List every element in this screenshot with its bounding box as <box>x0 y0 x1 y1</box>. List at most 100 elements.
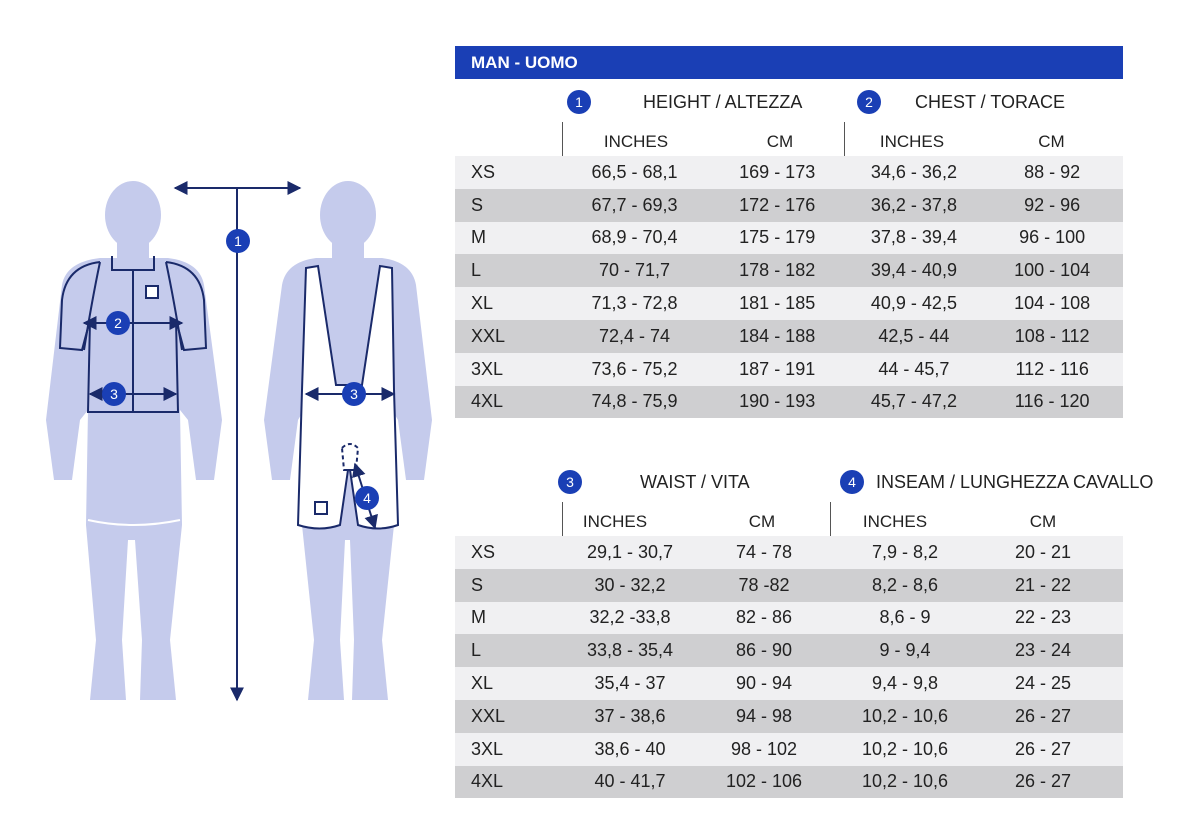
chest-inches-header: INCHES <box>879 132 945 151</box>
chest-title: CHEST / TORACE <box>915 91 1066 112</box>
size-cell: XS <box>471 541 496 562</box>
group-b-cm-cell: 100 - 104 <box>1014 260 1091 281</box>
group-a-cm-cell: 82 - 86 <box>735 607 793 628</box>
marker-2: 2 <box>106 311 130 335</box>
group-b-inches-cell: 39,4 - 40,9 <box>870 260 957 281</box>
group-a-cm-cell: 190 - 193 <box>739 391 816 412</box>
group-b-inches-cell: 34,6 - 36,2 <box>870 161 957 182</box>
waist-title: WAIST / VITA <box>640 471 750 492</box>
group-b-cm-cell: 96 - 100 <box>1019 227 1086 248</box>
group-a-inches-cell: 33,8 - 35,4 <box>586 640 674 661</box>
height-header: 1 HEIGHT / ALTEZZA <box>567 84 802 120</box>
table-row: M 68,9 - 70,4 175 - 179 37,8 - 39,4 96 - 100 <box>455 221 1123 255</box>
group-b-cm-cell: 21 - 22 <box>1014 574 1072 595</box>
group-b-cm-cell: 26 - 27 <box>1014 705 1072 726</box>
group-b-cm-cell: 88 - 92 <box>1024 161 1081 182</box>
group-b-inches-cell: 7,9 - 8,2 <box>871 541 939 562</box>
group-a-cm-cell: 90 - 94 <box>735 673 793 694</box>
size-cell: 4XL <box>471 771 504 792</box>
marker-1: 1 <box>226 229 250 253</box>
group-b-cm-cell: 104 - 108 <box>1014 293 1091 314</box>
group-b-inches-cell: 45,7 - 47,2 <box>870 391 957 412</box>
group-a-inches-cell: 40 - 41,7 <box>594 771 666 792</box>
group-a-cm-cell: 74 - 78 <box>735 541 793 562</box>
group-a-inches-cell: 35,4 - 37 <box>594 673 666 694</box>
inseam-badge-icon: 4 <box>840 470 864 494</box>
group-a-cm-cell: 86 - 90 <box>735 640 793 661</box>
waist-inches-header: INCHES <box>582 512 648 531</box>
table-row: XXL 72,4 - 74 184 - 188 42,5 - 44 108 - 112 <box>455 319 1123 353</box>
table-row: 4XL 40 - 41,7 102 - 106 10,2 - 10,6 26 - 27 <box>455 765 1123 799</box>
group-b-inches-cell: 37,8 - 39,4 <box>870 227 957 248</box>
size-cell: L <box>471 260 482 281</box>
group-b-inches-cell: 36,2 - 37,8 <box>870 194 957 215</box>
chest-header: 2 CHEST / TORACE <box>857 84 1065 120</box>
marker-3-back-label: 3 <box>350 386 358 402</box>
size-cell: XL <box>471 673 494 694</box>
group-a-inches-cell: 72,4 - 74 <box>598 325 671 346</box>
size-cell: XL <box>471 293 494 314</box>
waist-inseam-table: 3 WAIST / VITA 4 INSEAM / LUNGHEZZA CAVA… <box>455 464 1153 804</box>
group-a-cm-cell: 187 - 191 <box>739 358 816 379</box>
marker-1-label: 1 <box>234 233 242 249</box>
group-a-cm-cell: 78 -82 <box>738 574 790 595</box>
size-cell: XXL <box>471 325 506 346</box>
height-title: HEIGHT / ALTEZZA <box>643 91 803 112</box>
table-row: 3XL 73,6 - 75,2 187 - 191 44 - 45,7 112 - 11… <box>455 352 1123 386</box>
group-b-cm-cell: 22 - 23 <box>1014 607 1072 628</box>
group-a-inches-cell: 37 - 38,6 <box>594 705 666 726</box>
group-a-cm-cell: 184 - 188 <box>739 325 816 346</box>
group-a-inches-cell: 32,2 -33,8 <box>589 607 671 628</box>
size-cell: L <box>471 640 482 661</box>
table-row: XL 35,4 - 37 90 - 94 9,4 - 9,8 24 - 25 <box>455 667 1123 700</box>
marker-4-label: 4 <box>363 490 371 506</box>
group-a-inches-cell: 67,7 - 69,3 <box>591 194 678 215</box>
front-jersey-outline <box>58 256 208 413</box>
size-cell: XXL <box>471 705 506 726</box>
group-b-cm-cell: 26 - 27 <box>1014 738 1072 759</box>
size-cell: XS <box>471 161 496 182</box>
group-a-inches-cell: 70 - 71,7 <box>598 260 671 281</box>
marker-4: 4 <box>355 486 379 510</box>
waist-badge-icon: 3 <box>558 470 582 494</box>
group-b-inches-cell: 9 - 9,4 <box>879 640 931 661</box>
group-a-inches-cell: 68,9 - 70,4 <box>591 227 678 248</box>
table-row: XS 29,1 - 30,7 74 - 78 7,9 - 8,2 20 - 21 <box>455 536 1123 569</box>
height-chest-table: 1 HEIGHT / ALTEZZA 2 CHEST / TORACE INCH… <box>455 84 1123 424</box>
group-b-inches-cell: 40,9 - 42,5 <box>870 293 957 314</box>
body-figures-illustration: 1 2 3 3 4 <box>46 181 432 702</box>
group-a-cm-cell: 178 - 182 <box>739 260 816 281</box>
group-b-cm-cell: 92 - 96 <box>1024 194 1081 215</box>
group-b-cm-cell: 108 - 112 <box>1014 325 1090 346</box>
group-a-inches-cell: 30 - 32,2 <box>594 574 666 595</box>
group-a-cm-cell: 181 - 185 <box>739 293 816 314</box>
group-a-inches-cell: 73,6 - 75,2 <box>591 358 678 379</box>
marker-3-front: 3 <box>102 382 126 406</box>
group-b-inches-cell: 9,4 - 9,8 <box>871 673 939 694</box>
group-b-cm-cell: 26 - 27 <box>1014 771 1072 792</box>
marker-3-back: 3 <box>342 382 366 406</box>
group-a-cm-cell: 94 - 98 <box>735 705 793 726</box>
group-b-inches-cell: 10,2 - 10,6 <box>861 771 949 792</box>
marker-2-label: 2 <box>114 315 122 331</box>
height-cm-header: CM <box>766 132 794 151</box>
group-a-inches-cell: 29,1 - 30,7 <box>586 541 674 562</box>
table-row: 4XL 74,8 - 75,9 190 - 193 45,7 - 47,2 116 - … <box>455 385 1123 419</box>
table-row: 3XL 38,6 - 40 98 - 102 10,2 - 10,6 26 - 27 <box>455 732 1123 766</box>
group-a-cm-cell: 172 - 176 <box>739 194 816 215</box>
group-b-inches-cell: 10,2 - 10,6 <box>861 705 949 726</box>
group-b-inches-cell: 8,6 - 9 <box>879 607 931 628</box>
front-jersey-outline-2 <box>87 519 181 526</box>
waist-cm-header: CM <box>748 512 776 531</box>
group-b-cm-cell: 116 - 120 <box>1014 391 1090 412</box>
inseam-header: 4 INSEAM / LUNGHEZZA CAVALLO <box>840 464 1153 500</box>
group-b-cm-cell: 24 - 25 <box>1014 673 1072 694</box>
group-b-inches-cell: 44 - 45,7 <box>878 358 950 379</box>
chest-badge-icon: 2 <box>857 90 881 114</box>
marker-3-front-label: 3 <box>110 386 118 402</box>
waist-header: 3 WAIST / VITA <box>558 464 750 500</box>
group-a-cm-cell: 169 - 173 <box>739 161 816 182</box>
inseam-cm-header: CM <box>1029 512 1057 531</box>
height-badge-icon: 1 <box>567 90 591 114</box>
group-a-inches-cell: 38,6 - 40 <box>594 738 666 759</box>
